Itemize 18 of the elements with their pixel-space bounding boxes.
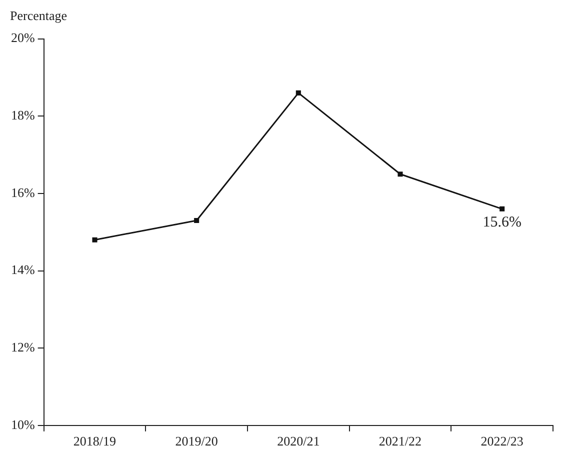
y-tick-label: 14% xyxy=(10,262,35,278)
x-tick-label: 2019/20 xyxy=(175,434,218,449)
x-tick-label: 2018/19 xyxy=(73,434,116,449)
x-tick-label: 2021/22 xyxy=(378,434,422,449)
y-axis-title: Percentage xyxy=(9,8,68,25)
data-label: 15.6% xyxy=(482,214,522,230)
x-tick-label: 2022/23 xyxy=(480,434,524,449)
point xyxy=(92,237,98,242)
x-tick-label: 2020/21 xyxy=(277,434,320,449)
point xyxy=(296,90,301,96)
y-tick-label: 16% xyxy=(10,184,35,200)
y-tick-label: 10% xyxy=(10,416,35,432)
point xyxy=(398,172,403,177)
y-tick-label: 12% xyxy=(10,340,35,354)
point xyxy=(194,218,200,224)
point xyxy=(500,206,505,212)
y-tick-label: 18% xyxy=(10,108,35,123)
y-tick-label: 20% xyxy=(10,30,35,46)
